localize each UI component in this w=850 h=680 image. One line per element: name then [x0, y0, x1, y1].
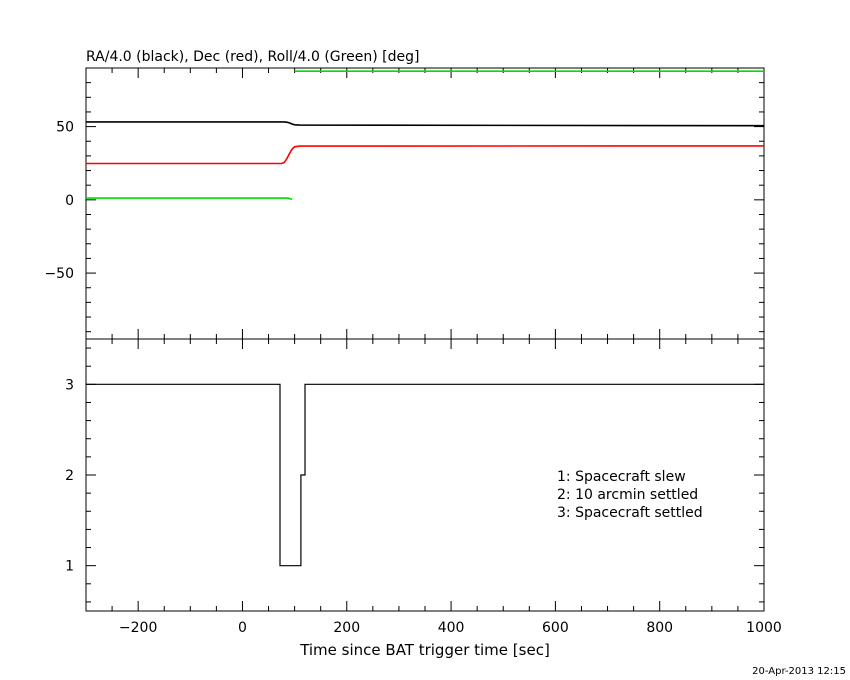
x-tick-label: 1000 — [746, 620, 782, 636]
x-tick-label: 400 — [438, 620, 465, 636]
bottom-y-tick-label: 2 — [65, 468, 74, 484]
timestamp: 20-Apr-2013 12:15 — [752, 666, 846, 677]
bottom-y-tick-label: 1 — [65, 559, 74, 575]
x-tick-label: 200 — [333, 620, 360, 636]
top-y-tick-label: 0 — [65, 193, 74, 209]
legend-item-slew: 1: Spacecraft slew — [557, 469, 686, 485]
x-tick-label: 600 — [542, 620, 569, 636]
bottom-series-0-line — [86, 383, 764, 567]
x-axis-label: Time since BAT trigger time [sec] — [299, 641, 550, 659]
top-panel-title: RA/4.0 (black), Dec (red), Roll/4.0 (Gre… — [86, 49, 419, 65]
x-tick-label: 800 — [646, 620, 673, 636]
legend-item-10-arcmin: 2: 10 arcmin settled — [557, 487, 698, 503]
x-tick-label: −200 — [119, 620, 157, 636]
top-series-2-line — [86, 197, 293, 201]
top-panel-frame — [85, 67, 765, 340]
top-y-tick-label: −50 — [44, 266, 74, 282]
legend-item-settled: 3: Spacecraft settled — [557, 505, 703, 521]
top-y-tick-label: 50 — [56, 120, 74, 136]
bottom-y-tick-label: 3 — [65, 377, 74, 393]
x-tick-label: 0 — [238, 620, 247, 636]
top-series-1-line — [86, 145, 765, 165]
legend: 1: Spacecraft slew 2: 10 arcmin settled … — [557, 469, 703, 521]
top-series-0-line — [86, 121, 765, 127]
